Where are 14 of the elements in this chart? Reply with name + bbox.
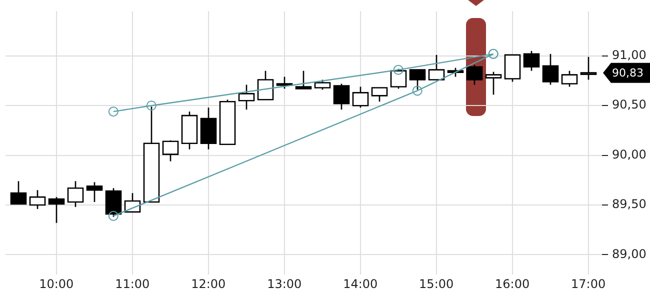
y-tick-label: 91,00 bbox=[612, 48, 646, 62]
x-tick-label: 10:00 bbox=[39, 276, 74, 291]
x-tick-label: 14:00 bbox=[343, 276, 378, 291]
x-tick-label: 12:00 bbox=[191, 276, 226, 291]
x-tick-label: 15:00 bbox=[419, 276, 454, 291]
y-tick-label: 90,00 bbox=[612, 147, 646, 162]
x-tick-label: 17:00 bbox=[571, 276, 606, 291]
x-tick-label: 11:00 bbox=[115, 276, 150, 291]
x-tick-label: 13:00 bbox=[267, 276, 302, 291]
y-tick-label: 90,50 bbox=[612, 98, 646, 112]
y-tick-label: 89,00 bbox=[612, 246, 646, 261]
y-tick-label: 89,50 bbox=[612, 197, 646, 212]
x-tick-label: 16:00 bbox=[495, 276, 530, 291]
text: 90,83 bbox=[612, 66, 644, 80]
